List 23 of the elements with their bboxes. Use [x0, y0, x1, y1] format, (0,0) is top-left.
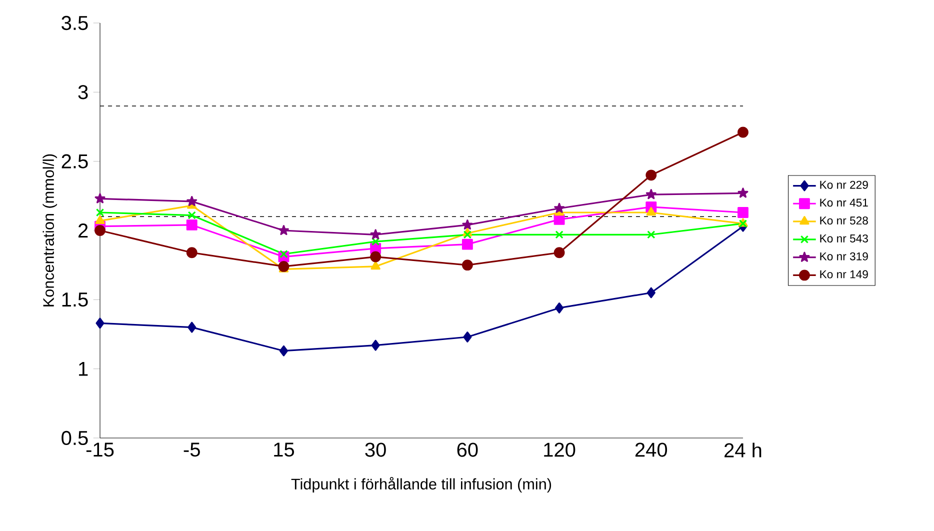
x-tick-label: -5 — [184, 442, 200, 457]
x-tick-label: 30 — [365, 442, 386, 457]
y-tick-label: 2 — [78, 224, 88, 238]
x-tick-label: 240 — [635, 442, 668, 457]
y-axis-title: Koncentration (mmol/l) — [42, 154, 58, 306]
legend-label: Ko nr 528 — [820, 216, 868, 225]
x-tick-label: -15 — [86, 442, 114, 457]
legend-label: Ko nr 319 — [820, 252, 868, 260]
x-tick-label: 120 — [544, 442, 576, 457]
x-tick-label: 60 — [457, 442, 478, 457]
x-tick-label: 24 h — [724, 442, 762, 458]
y-tick-label: 1 — [79, 362, 88, 376]
y-tick-label: 3.5 — [62, 16, 88, 30]
x-axis-title: Tidpunkt i förhållande till infusion (min) — [291, 477, 552, 493]
legend-label: Ko nr 543 — [820, 234, 868, 242]
y-tick-label: 2.5 — [62, 154, 88, 168]
x-tick-label: 15 — [274, 442, 294, 457]
legend-label: Ko nr 451 — [820, 198, 868, 207]
y-tick-label: 1.5 — [62, 292, 88, 307]
y-tick-label: 0.5 — [62, 430, 88, 446]
legend-label: Ko nr 229 — [820, 180, 868, 189]
y-tick-label: 3 — [78, 85, 88, 100]
legend-label: Ko nr 149 — [820, 270, 868, 278]
